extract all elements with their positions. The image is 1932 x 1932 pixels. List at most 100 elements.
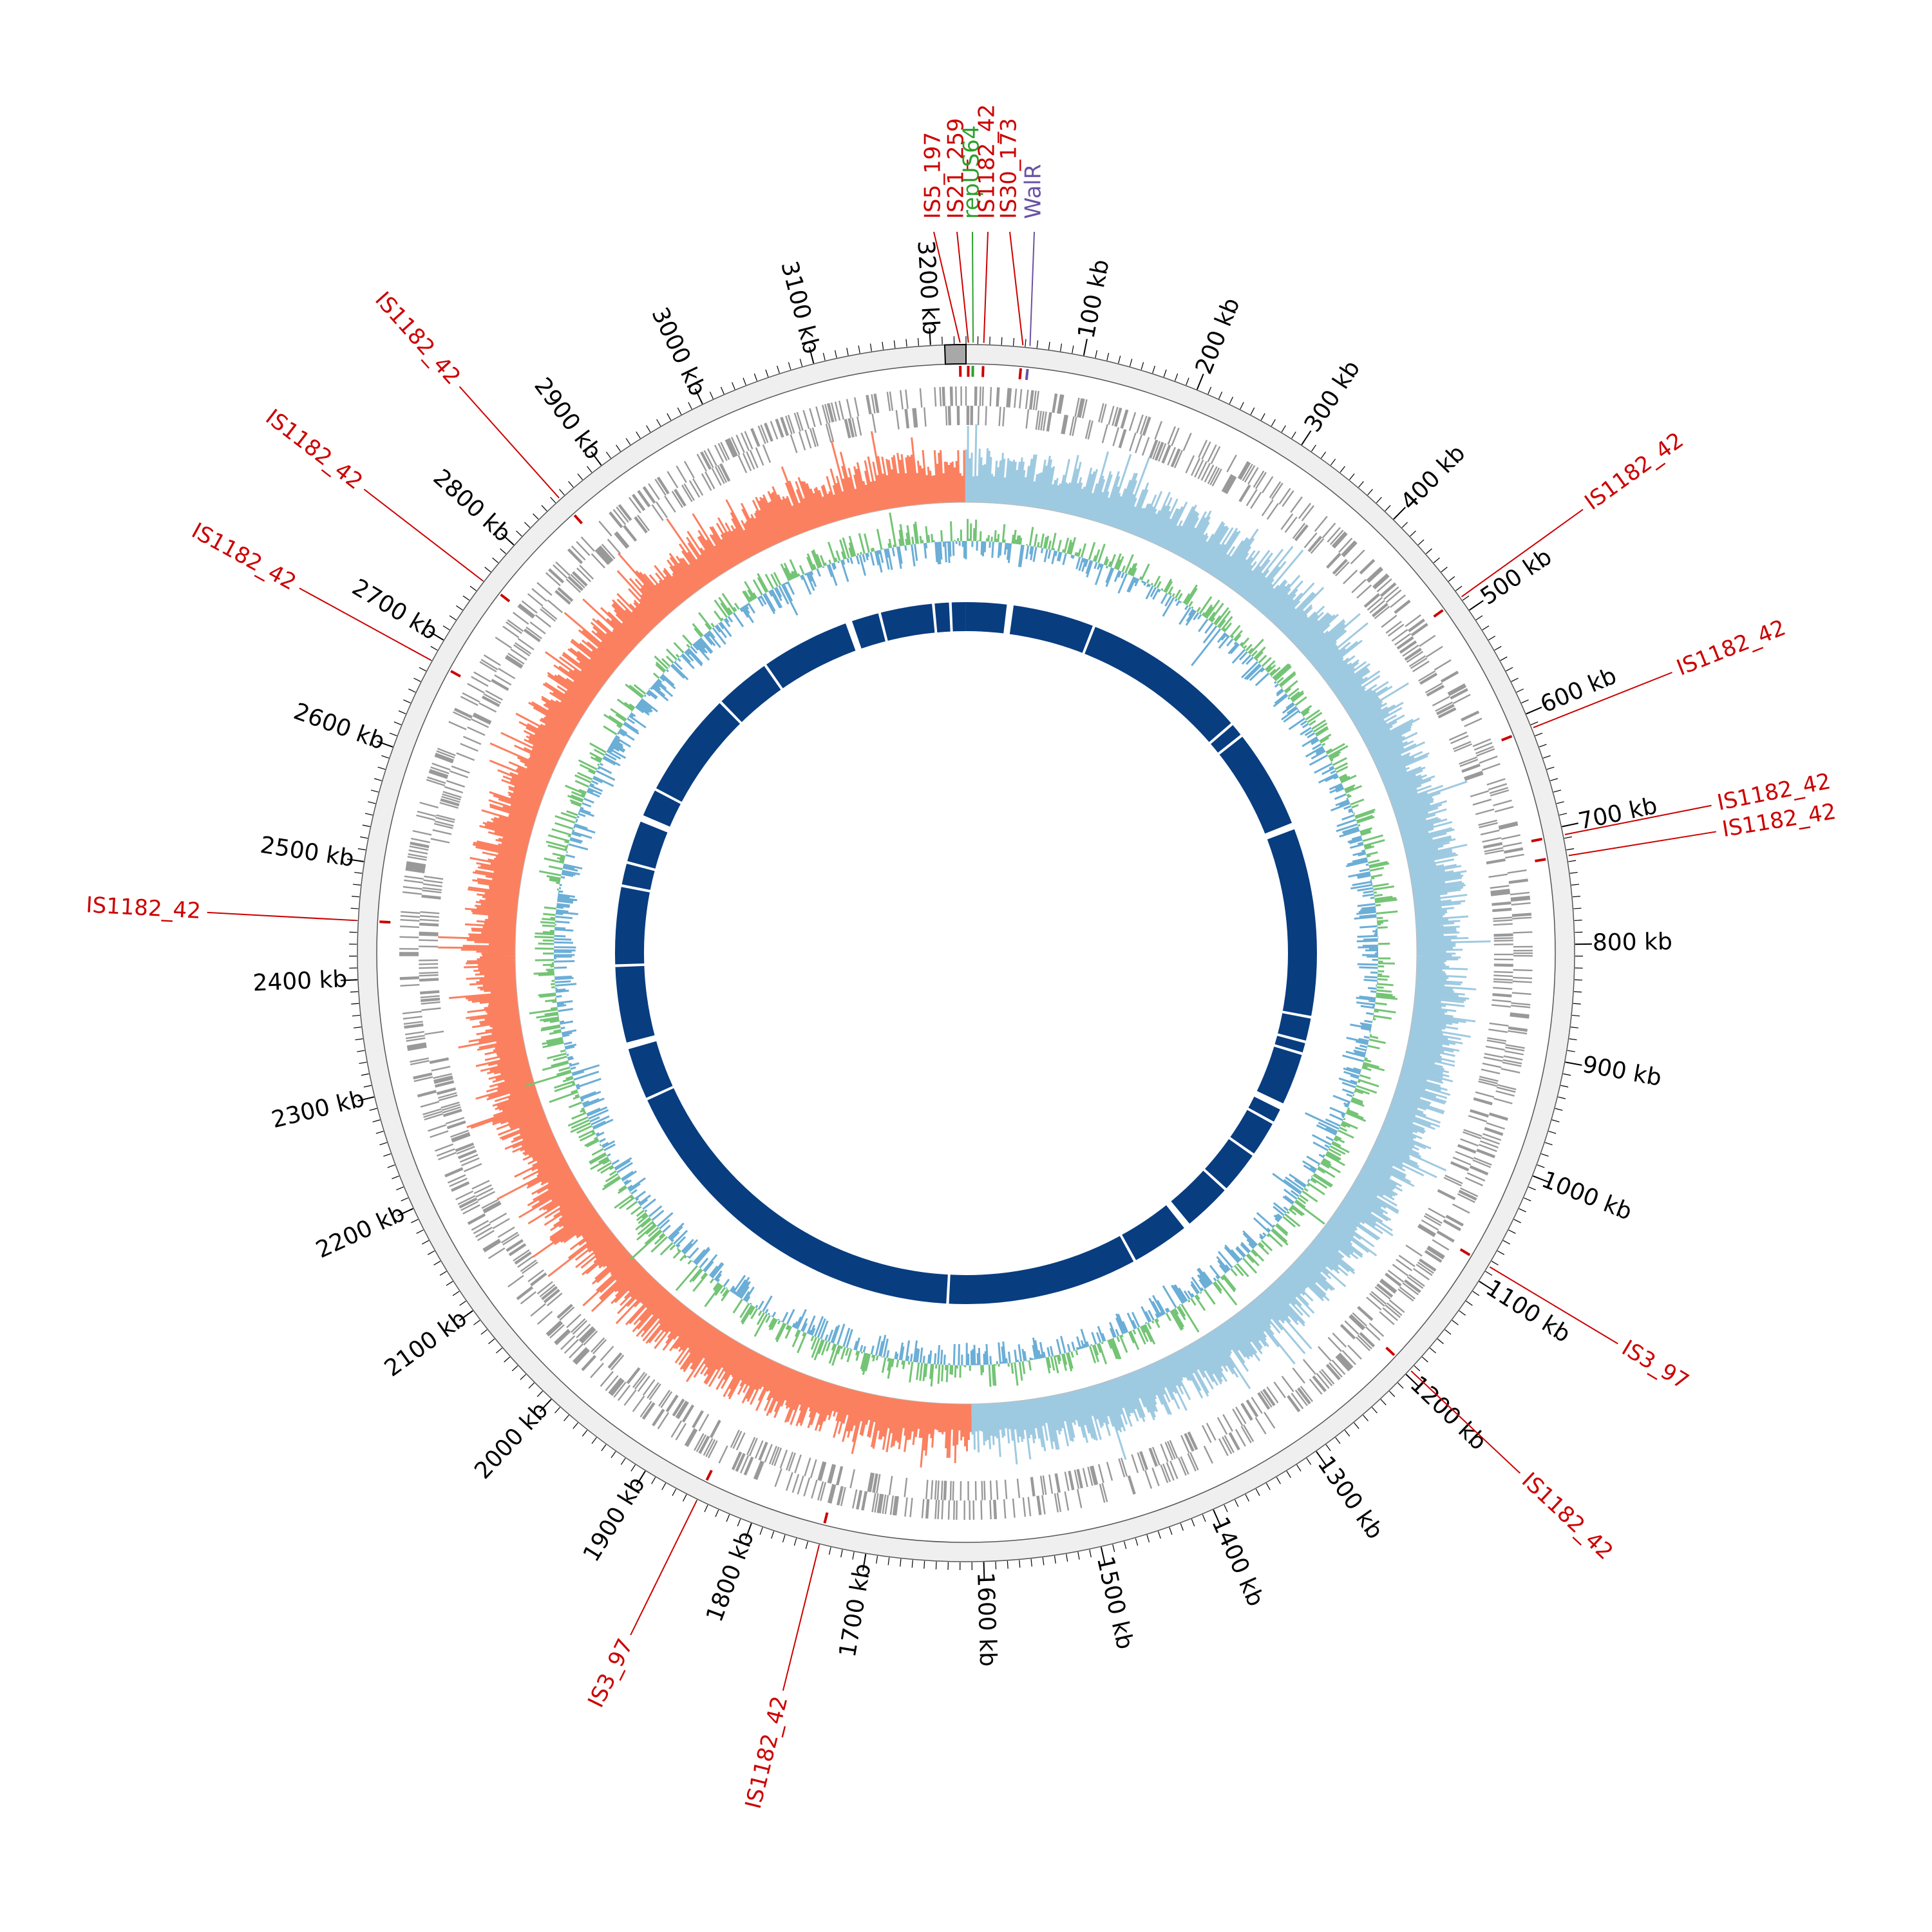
minor-tick	[1482, 625, 1490, 630]
minor-tick	[439, 1271, 447, 1276]
tick-label: 1400 kb	[1206, 1513, 1269, 1611]
tick-label: 2600 kb	[290, 698, 388, 755]
minor-tick	[1245, 1494, 1250, 1502]
conserved-blocks-track	[614, 601, 1317, 1305]
minor-tick	[688, 402, 692, 410]
minor-tick	[1560, 1084, 1569, 1088]
feature-label: IS1182_42	[974, 104, 1000, 219]
minor-tick	[1180, 1523, 1184, 1531]
minor-tick	[1344, 1430, 1350, 1437]
minor-tick	[473, 1320, 480, 1325]
minor-tick	[667, 413, 672, 421]
minor-tick	[1571, 884, 1580, 886]
minor-tick	[1321, 451, 1327, 459]
minor-tick	[1169, 1527, 1173, 1535]
major-tick	[1213, 1510, 1221, 1526]
minor-tick	[375, 1130, 384, 1134]
conserved-block-gap	[1227, 1136, 1256, 1157]
tick-label: 2500 kb	[258, 832, 355, 873]
minor-tick	[834, 350, 837, 358]
minor-tick	[1186, 377, 1189, 386]
minor-tick	[396, 1186, 404, 1191]
conserved-block-gap	[645, 1085, 675, 1101]
minor-tick	[1001, 337, 1003, 345]
minor-tick	[392, 1175, 399, 1179]
origin-marker	[943, 343, 967, 365]
minor-tick	[554, 1406, 560, 1414]
minor-tick	[1544, 1142, 1553, 1146]
major-tick	[1469, 600, 1484, 611]
minor-tick	[846, 347, 849, 355]
minor-tick	[591, 1437, 597, 1444]
feature-label: repUS64	[959, 126, 985, 219]
feature-leader-line	[933, 231, 961, 343]
feature-label: IS3_97	[1617, 1335, 1693, 1395]
minor-tick	[882, 341, 884, 350]
minor-tick	[611, 1451, 616, 1459]
minor-tick	[1441, 567, 1448, 573]
is-mark	[1531, 837, 1543, 843]
minor-tick	[1340, 466, 1345, 473]
tick-label: 1300 kb	[1312, 1452, 1388, 1544]
minor-tick	[582, 1430, 588, 1437]
minor-tick	[651, 1477, 656, 1484]
minor-tick	[587, 466, 592, 473]
major-tick	[346, 858, 364, 862]
major-tick	[459, 1310, 473, 1321]
minor-tick	[359, 1061, 367, 1065]
minor-tick	[1106, 352, 1110, 361]
minor-tick	[1135, 1538, 1139, 1546]
feature-leader-line	[630, 1501, 697, 1636]
minor-tick	[799, 359, 803, 367]
minor-tick	[1030, 1558, 1032, 1567]
conserved-block-gap	[1281, 1010, 1313, 1019]
minor-tick	[1077, 1551, 1080, 1560]
feature-leader-line	[1533, 672, 1672, 728]
minor-tick	[759, 1527, 763, 1535]
tick-label: 400 kb	[1396, 440, 1470, 515]
minor-tick	[646, 425, 651, 433]
is-mark	[823, 1512, 829, 1524]
minor-tick	[413, 677, 421, 682]
minor-tick	[828, 1547, 831, 1555]
minor-tick	[1569, 871, 1578, 874]
minor-tick	[682, 1494, 687, 1502]
minor-tick	[1553, 790, 1562, 793]
conserved-block-gap	[1165, 1200, 1191, 1229]
minor-tick	[393, 721, 402, 725]
minor-tick	[1174, 373, 1179, 381]
conserved-block-gap	[719, 700, 743, 725]
minor-tick	[1448, 576, 1455, 582]
gc-skew-track	[438, 424, 1491, 1468]
minor-tick	[1118, 355, 1121, 364]
feature-label: IS21_259	[943, 118, 969, 219]
minor-tick	[568, 481, 574, 488]
major-tick	[397, 1208, 413, 1217]
minor-tick	[504, 1356, 511, 1363]
minor-tick	[419, 667, 426, 672]
minor-tick	[1054, 1555, 1056, 1564]
conserved-block-gap	[625, 860, 657, 872]
tick-label: 1700 kb	[835, 1562, 876, 1660]
tick-label: 2300 kb	[269, 1086, 367, 1133]
conserved-block-gap	[1273, 1043, 1304, 1056]
minor-tick	[822, 352, 826, 361]
is-mark	[1459, 1248, 1471, 1256]
minor-tick	[1072, 345, 1074, 354]
minor-tick	[577, 473, 583, 480]
major-tick	[1562, 822, 1579, 828]
minor-tick	[469, 585, 477, 591]
major-tick	[636, 1470, 646, 1486]
minor-tick	[1425, 548, 1432, 554]
minor-tick	[777, 365, 780, 374]
feature-leader-line	[972, 231, 974, 343]
feature-leader-line	[299, 587, 431, 661]
minor-tick	[1060, 343, 1063, 352]
minor-tick	[1095, 350, 1098, 358]
minor-tick	[541, 505, 547, 511]
tick-label: 300 kb	[1300, 355, 1365, 437]
minor-tick	[765, 369, 769, 377]
minor-tick	[616, 444, 621, 452]
minor-tick	[743, 377, 746, 386]
minor-tick	[1291, 431, 1296, 439]
